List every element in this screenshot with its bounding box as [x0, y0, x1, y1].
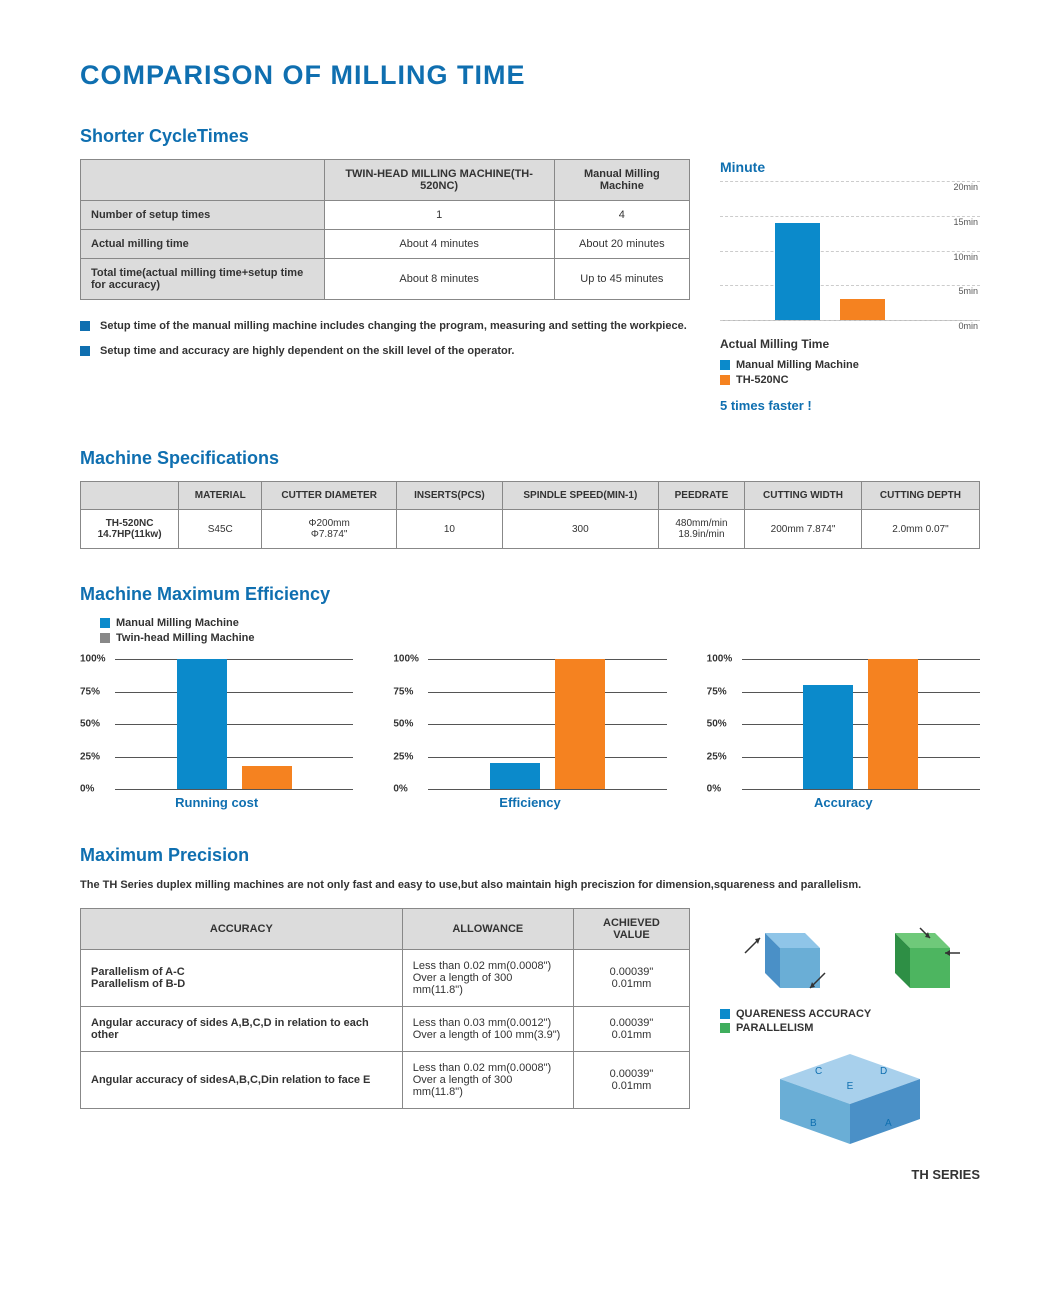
efficiency-chart: 100%75%50%25%0%Accuracy — [707, 659, 980, 810]
chart-title: Accuracy — [707, 795, 980, 810]
comparison-table: TWIN-HEAD MILLING MACHINE(TH-520NC) Manu… — [80, 159, 690, 300]
gridline: 0min — [720, 320, 980, 331]
svg-text:E: E — [847, 1081, 854, 1092]
page-title: COMPARISON OF MILLING TIME — [80, 60, 980, 91]
svg-text:B: B — [810, 1118, 817, 1129]
table-row: Parallelism of A-C Parallelism of B-DLes… — [81, 950, 690, 1007]
chart-bar — [775, 223, 820, 320]
faster-text: 5 times faster ! — [720, 398, 980, 413]
shorter-heading: Shorter CycleTimes — [80, 126, 980, 147]
th-series-cube-icon: E C D B A — [760, 1044, 940, 1154]
svg-text:A: A — [885, 1118, 892, 1129]
note-item: Setup time and accuracy are highly depen… — [80, 343, 690, 360]
cube-blue-icon — [735, 918, 835, 998]
precision-heading: Maximum Precision — [80, 845, 980, 866]
chart-title: Running cost — [80, 795, 353, 810]
svg-text:D: D — [880, 1066, 887, 1077]
minute-chart: Minute 20min15min10min5min0min Actual Mi… — [720, 159, 980, 413]
minute-legend: Manual Milling Machine TH-520NC — [720, 359, 980, 386]
chart-bar — [840, 299, 885, 320]
notes: Setup time of the manual milling machine… — [80, 318, 690, 359]
chart-bar — [490, 763, 540, 789]
th-series-label: TH SERIES — [720, 1167, 980, 1182]
col2-header: Manual Milling Machine — [554, 160, 689, 201]
efficiency-chart: 100%75%50%25%0%Efficiency — [393, 659, 666, 810]
chart-bar — [803, 685, 853, 789]
specs-table: MATERIALCUTTER DIAMETERINSERTS(PCS)SPIND… — [80, 481, 980, 549]
legend-item: QUARENESS ACCURACY — [720, 1008, 980, 1020]
table-row: Total time(actual milling time+setup tim… — [81, 259, 690, 300]
efficiency-legend: Manual Milling Machine Twin-head Milling … — [100, 617, 980, 644]
legend-item: Manual Milling Machine — [100, 617, 980, 629]
legend-item: PARALLELISM — [720, 1022, 980, 1034]
efficiency-heading: Machine Maximum Efficiency — [80, 584, 980, 605]
note-item: Setup time of the manual milling machine… — [80, 318, 690, 335]
table-row: Angular accuracy of sidesA,B,C,Din relat… — [81, 1052, 690, 1109]
efficiency-section: Machine Maximum Efficiency Manual Millin… — [80, 584, 980, 810]
table-row: Angular accuracy of sides A,B,C,D in rel… — [81, 1007, 690, 1052]
chart-bar — [177, 659, 227, 789]
shorter-cycle-section: Shorter CycleTimes TWIN-HEAD MILLING MAC… — [80, 126, 980, 413]
precision-section: Maximum Precision The TH Series duplex m… — [80, 845, 980, 1182]
precision-table: ACCURACY ALLOWANCE ACHIEVED VALUE Parall… — [80, 908, 690, 1109]
legend-item: TH-520NC — [720, 374, 980, 386]
svg-text:C: C — [815, 1066, 822, 1077]
specs-section: Machine Specifications MATERIALCUTTER DI… — [80, 448, 980, 549]
chart-title: Efficiency — [393, 795, 666, 810]
chart-bar — [242, 766, 292, 789]
legend-item: Manual Milling Machine — [720, 359, 980, 371]
chart-bar — [868, 659, 918, 789]
cube-green-icon — [865, 918, 965, 998]
specs-heading: Machine Specifications — [80, 448, 980, 469]
cube-area: QUARENESS ACCURACYPARALLELISM E C D B A … — [720, 908, 980, 1182]
col1-header: TWIN-HEAD MILLING MACHINE(TH-520NC) — [324, 160, 554, 201]
minute-subtitle: Actual Milling Time — [720, 337, 980, 351]
minute-title: Minute — [720, 159, 980, 175]
chart-bar — [555, 659, 605, 789]
cube-legend: QUARENESS ACCURACY PARALLELISM — [720, 1008, 980, 1034]
table-row: Number of setup times 1 4 — [81, 201, 690, 230]
table-row: Actual milling time About 4 minutes Abou… — [81, 230, 690, 259]
precision-desc: The TH Series duplex milling machines ar… — [80, 878, 980, 893]
legend-item: Twin-head Milling Machine — [100, 632, 980, 644]
efficiency-chart: 100%75%50%25%0%Running cost — [80, 659, 353, 810]
